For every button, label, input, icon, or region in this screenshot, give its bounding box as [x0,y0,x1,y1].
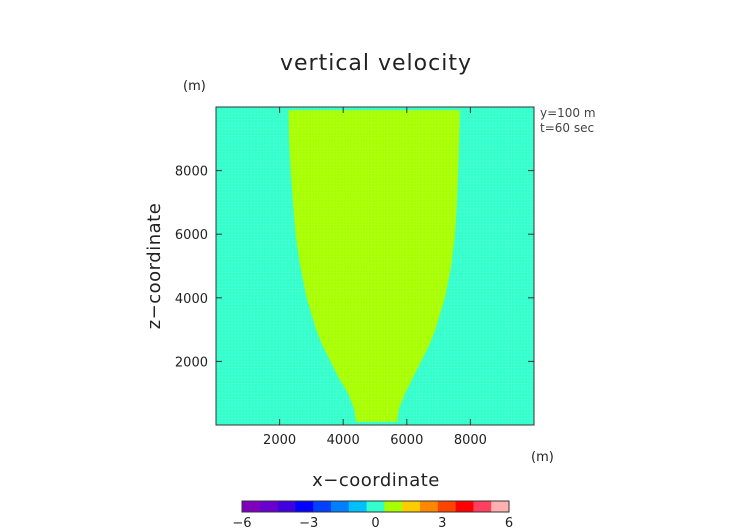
colorbar-tick-label: −6 [232,516,251,531]
chart-title: vertical velocity [280,51,472,76]
y-tick-label: 6000 [175,228,208,243]
colorbar [241,500,510,513]
colorbar-tick-label: 3 [438,516,446,531]
colorbar-frame [241,500,510,513]
x-tick-label: 6000 [390,433,423,448]
colorbar-tick-label: 0 [371,516,379,531]
colorbar-labels: −6 −3 0 3 6 [232,516,513,531]
y-unit-label: (m) [183,79,206,94]
cell-grid [216,107,534,425]
colorbar-swatch [348,501,367,512]
colorbar-swatch [259,501,278,512]
x-tick-label: 2000 [263,433,296,448]
plot-frame [215,106,535,426]
plot-area [215,106,535,426]
colorbar-swatch [437,501,456,512]
x-ticks: 2000 4000 6000 8000 [263,107,487,448]
colorbar-swatch [313,501,332,512]
colorbar-swatch [242,501,261,512]
colorbar-tick-label: 6 [505,516,513,531]
annotation-time: t=60 sec [540,121,594,135]
colorbar-swatch [384,501,403,512]
y-ticks: 2000 4000 6000 8000 [175,165,534,370]
annotation-y-position: y=100 m [540,106,596,120]
colorbar-swatch [473,501,492,512]
colorbar-swatch [491,501,510,512]
x-tick-label: 8000 [454,433,487,448]
x-unit-label: (m) [531,450,554,465]
y-axis-label: z−coordinate [144,203,165,330]
x-tick-label: 4000 [327,433,360,448]
colorbar-swatch [331,501,350,512]
colorbar-swatch [295,501,314,512]
colorbar-tick-label: −3 [299,516,318,531]
plume-region [288,110,460,422]
x-axis-label: x−coordinate [312,470,440,491]
y-tick-label: 4000 [175,292,208,307]
colorbar-swatch [420,501,439,512]
y-tick-label: 8000 [175,165,208,180]
y-tick-label: 2000 [175,355,208,370]
colorbar-swatch [402,501,421,512]
colorbar-swatch [277,501,296,512]
colorbar-swatch [455,501,474,512]
colorbar-swatch [366,501,385,512]
